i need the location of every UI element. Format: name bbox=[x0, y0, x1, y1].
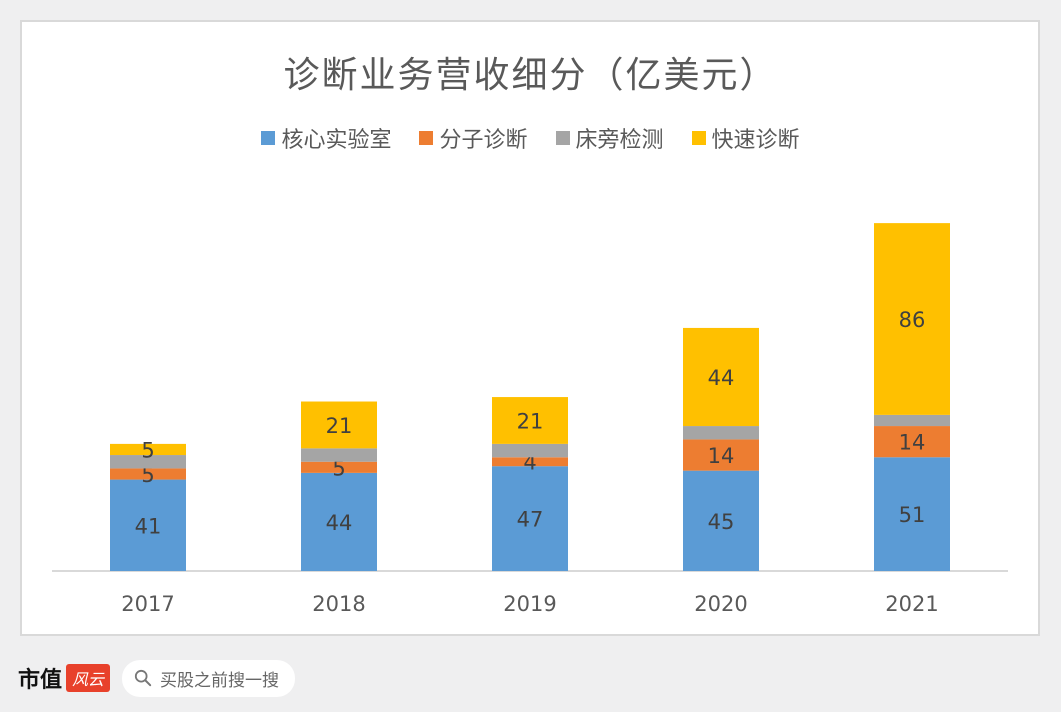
x-tick-label: 2019 bbox=[503, 592, 556, 616]
bar-segment bbox=[492, 466, 568, 571]
bar-segment bbox=[110, 455, 186, 469]
data-label: 47 bbox=[517, 508, 544, 532]
bar-segment bbox=[683, 426, 759, 440]
legend-item-point-of-care: 床旁检测 bbox=[555, 122, 664, 154]
legend-swatch bbox=[419, 131, 434, 145]
data-label: 44 bbox=[326, 511, 353, 535]
legend-label: 床旁检测 bbox=[575, 128, 664, 153]
bar-segment bbox=[301, 472, 377, 571]
x-tick-label: 2018 bbox=[312, 592, 365, 616]
data-label: 86 bbox=[899, 308, 926, 332]
bar-segment bbox=[874, 426, 950, 458]
bar-segment bbox=[110, 443, 186, 456]
bar-segment bbox=[110, 479, 186, 571]
legend-item-molecular: 分子诊断 bbox=[419, 122, 528, 154]
search-placeholder: 买股之前搜一搜 bbox=[160, 670, 280, 691]
x-tick-label: 2021 bbox=[885, 592, 938, 616]
legend-label: 核心实验室 bbox=[281, 128, 392, 153]
search-box[interactable]: 买股之前搜一搜 bbox=[122, 659, 296, 697]
bar-segment bbox=[301, 401, 377, 449]
brand-badge: 风云 bbox=[66, 664, 111, 692]
bar-segment bbox=[110, 468, 186, 480]
bar-segment bbox=[874, 223, 950, 415]
x-tick-label: 2017 bbox=[121, 592, 174, 616]
chart-title: 诊断业务营收细分（亿美元） bbox=[283, 55, 778, 96]
bar-segment bbox=[492, 443, 568, 458]
bar-segment bbox=[683, 470, 759, 571]
brand-name: 市值 bbox=[18, 667, 63, 693]
chart-legend: 核心实验室 分子诊断 床旁检测 快速诊断 bbox=[0, 122, 1061, 154]
bar-segment bbox=[492, 397, 568, 444]
data-label: 14 bbox=[708, 444, 735, 468]
bar-segment bbox=[301, 448, 377, 462]
legend-label: 分子诊断 bbox=[439, 128, 528, 153]
legend-label: 快速诊断 bbox=[711, 128, 800, 153]
data-label: 41 bbox=[135, 514, 162, 538]
data-label: 51 bbox=[899, 503, 926, 527]
data-label: 21 bbox=[517, 409, 544, 433]
x-tick-label: 2020 bbox=[694, 592, 747, 616]
legend-swatch bbox=[555, 131, 570, 145]
data-label: 21 bbox=[326, 414, 353, 438]
data-label: 5 bbox=[332, 456, 345, 480]
legend-swatch bbox=[261, 131, 276, 145]
legend-item-core-lab: 核心实验室 bbox=[261, 122, 391, 154]
bar-segment bbox=[683, 327, 759, 427]
data-label: 5 bbox=[141, 463, 154, 487]
data-label: 44 bbox=[708, 366, 735, 390]
search-icon bbox=[134, 669, 152, 687]
legend-item-rapid: 快速诊断 bbox=[691, 122, 800, 154]
data-label: 45 bbox=[708, 510, 735, 534]
bar-segment bbox=[874, 414, 950, 427]
data-label: 14 bbox=[899, 431, 926, 455]
bar-segment bbox=[874, 457, 950, 571]
brand-logo[interactable]: 市值 风云 bbox=[18, 662, 111, 694]
legend-swatch bbox=[691, 131, 706, 145]
data-label: 5 bbox=[141, 438, 154, 462]
footer-bar: 市值 风云 买股之前搜一搜 bbox=[18, 658, 296, 698]
bar-segment bbox=[301, 461, 377, 473]
bar-segment bbox=[492, 457, 568, 467]
bar-segment bbox=[683, 439, 759, 471]
